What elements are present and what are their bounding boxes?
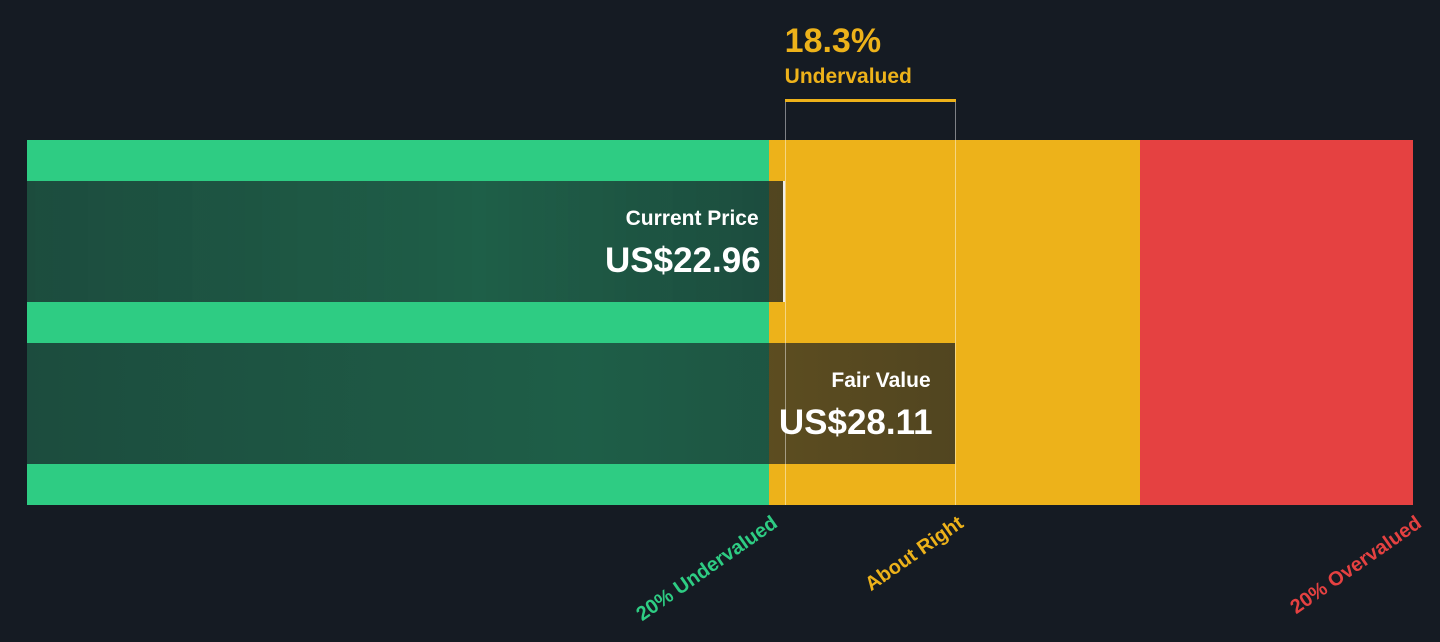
bracket-top [784,99,956,102]
current-price-bar: Current Price US$22.96 [27,181,785,302]
bracket-right-line [954,100,956,505]
current-price-value: US$22.96 [605,241,761,280]
fair-value-label: Fair Value [831,369,931,392]
discount-label: Undervalued [784,65,912,88]
bracket-left-line [784,100,786,505]
zone-label-2: 20% Overvalued [1286,512,1426,619]
zone-label-0: 20% Undervalued [632,512,782,626]
fair-value-value: US$28.11 [778,403,933,442]
current-price-label: Current Price [625,207,759,230]
discount-percent: 18.3% [784,22,882,60]
zone-2 [1140,140,1413,505]
discount-annotation: 18.3% Undervalued [785,22,912,89]
zone-label-1: About Right [860,512,968,596]
fair-value-bar: Fair Value US$28.11 [27,343,955,464]
